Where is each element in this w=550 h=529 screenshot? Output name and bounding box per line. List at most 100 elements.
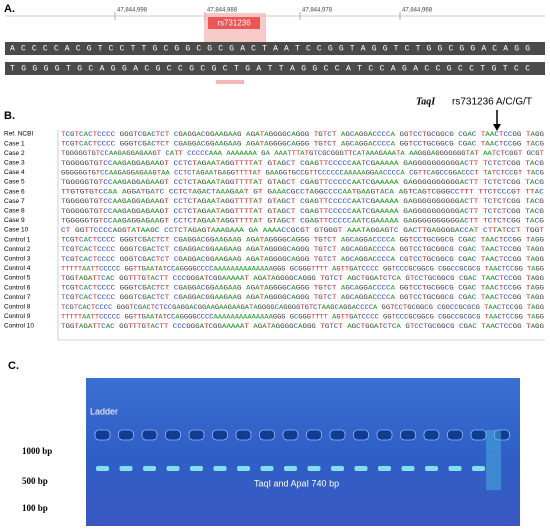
band — [143, 466, 156, 471]
well — [235, 429, 252, 441]
snp-marker — [216, 80, 244, 84]
row-name: Control 9 — [4, 313, 31, 320]
row-sequence: TGGTAGATTCAC GGTTTGTACTT CCCGGGATCGGAAAA… — [61, 323, 544, 330]
marker-label: 100 bp — [22, 503, 48, 513]
band — [378, 466, 391, 471]
row-name: Control 5 — [4, 275, 31, 282]
row-name: Control 3 — [4, 256, 31, 263]
row-name: Control 10 — [4, 323, 34, 330]
well — [447, 429, 463, 441]
well — [282, 429, 299, 441]
well — [470, 429, 487, 441]
row-sequence: TCGTCACTCCCC GGGTCGACTCT CGAGGACGGAAGAAG… — [61, 294, 544, 301]
lanes — [94, 429, 510, 490]
row-sequence: TGGGGGTGTCCAAGAGGAGAAGT CCTCTAGAATAGGTTT… — [61, 208, 544, 215]
row-sequence: TTTTTAATTCCCCC GGTTGAATATCCAGGGGCCCCAAAA… — [61, 313, 544, 320]
row-name: Case 8 — [4, 208, 25, 215]
coordinate-label: 47,844,978 — [302, 8, 333, 14]
row-name: Ref. NCBI — [4, 131, 33, 138]
row-name: Control 2 — [4, 246, 31, 253]
enzyme-label: TaqI — [416, 96, 436, 107]
row-name: Case 3 — [4, 160, 25, 167]
row-sequence: TTTTTAATTCCCCC GGTTGAATATCCAGGGGCCCCAAAA… — [61, 265, 544, 272]
row-sequence: TCGTCACTCCCC GGGTCGACTCTCCGAGGACGGAAGAAG… — [61, 304, 544, 311]
row-name: Case 10 — [4, 227, 29, 234]
row-sequence: TGGTAGATTCAC GGTTTGTACTT CCCGGGATCGGAAAA… — [61, 275, 544, 282]
row-name: Control 8 — [4, 304, 31, 311]
band — [260, 466, 274, 471]
marker-label: 500 bp — [22, 476, 48, 486]
band — [237, 466, 250, 471]
band — [472, 466, 485, 471]
panel-label: A. — [4, 3, 15, 15]
snp-label: rs731236 — [217, 19, 251, 28]
row-sequence: TCGTCACTCCCC GGGTCGACTCT CGAGGACGGAAGAAG… — [61, 246, 544, 253]
marker-label: 1000 bp — [22, 446, 52, 456]
coordinate-label: 47,844,968 — [402, 8, 433, 14]
row-sequence: TGGGGGTGTCCAAGAGGAGAAGT CATT CCCCCAAA AA… — [61, 150, 544, 157]
well — [118, 429, 134, 441]
band — [213, 466, 227, 471]
well — [259, 429, 275, 441]
seq-bar — [5, 42, 545, 55]
row-name: Case 9 — [4, 217, 25, 224]
well — [423, 429, 440, 441]
well — [376, 429, 393, 441]
row-sequence: TCGTCACTCCCC GGGTCGACTCT CGAGGACGGAAGAAG… — [61, 284, 544, 291]
row-sequence: TGGGGGTGTCCAAGAGGAGAAGT CCTCTAGAATAGGTTT… — [61, 217, 544, 224]
band — [190, 466, 203, 471]
band — [119, 466, 133, 471]
band — [307, 466, 321, 471]
row-sequence: TGGGGGTGTCCAAGAGGAGAAGT CCTCTAGAATAGGTTT… — [61, 179, 544, 186]
well — [141, 429, 158, 441]
arrow-head — [493, 124, 501, 131]
seq-bar — [5, 62, 545, 75]
row-name: Case 4 — [4, 169, 25, 176]
panel-label: B. — [4, 110, 15, 122]
band — [401, 466, 415, 471]
well — [165, 429, 181, 441]
panel-label: C. — [8, 360, 19, 372]
snp-label: rs731236 A/C/G/T — [452, 97, 532, 108]
well — [94, 429, 111, 441]
snp-box — [208, 17, 260, 29]
band — [331, 466, 344, 471]
row-name: Case 6 — [4, 188, 25, 195]
row-sequence: GGGGGGTGTCCAAGAGGAGAAGTAA CCTCTAGAATGAGG… — [61, 169, 544, 176]
row-name: Case 1 — [4, 140, 25, 147]
sequence-bottom: TGGGGTGCAGGACGCCGCGCTGATTAGGCCATCCAGACCG… — [10, 65, 530, 74]
row-name: Control 1 — [4, 236, 31, 243]
band — [425, 466, 438, 471]
gel — [86, 378, 520, 526]
band — [448, 466, 462, 471]
row-sequence: TCGTCACTCCCC GGGTCGACTCT CGAGGACGGAAGAAG… — [61, 140, 544, 147]
well — [329, 429, 346, 441]
row-name: Control 6 — [4, 284, 31, 291]
row-sequence: TCGTCACTCCCC GGGTCGACTCT CGAGGACGGAAGAAG… — [61, 131, 544, 138]
row-name: Case 2 — [4, 150, 25, 157]
ladder-band — [486, 430, 501, 490]
ladder-label: Ladder — [90, 406, 118, 416]
well — [212, 429, 228, 441]
well — [353, 429, 369, 441]
ruler-ticks: 47,844,998 47,844,988 47,844,978 47,844,968 — [114, 8, 433, 20]
band — [354, 466, 368, 471]
band — [284, 466, 297, 471]
band-label: TaqI and ApaI 740 bp — [254, 478, 339, 488]
row-sequence: CT GGTTCCCCAGGTATAAGC CCTCTAGAGTAAAGAAA … — [61, 227, 544, 234]
row-name: Control 4 — [4, 265, 31, 272]
coordinate-label: 47,844,998 — [117, 8, 148, 14]
well — [188, 429, 205, 441]
row-sequence: TGGGGGTGTCCAAGAGGAGAAGT CCTCTAGAATAGGTTT… — [61, 160, 544, 167]
band — [96, 466, 109, 471]
row-sequence: TGGGGGTGTCCAAGAGGAGAAGT CCTCTAGAATAGGTTT… — [61, 198, 544, 205]
coordinate-label: 47,844,988 — [207, 8, 238, 14]
alignment: Ref. NCBI TCGTCACTCCCC GGGTCGACTCT CGAGGA… — [4, 131, 544, 330]
row-name: Case 5 — [4, 179, 25, 186]
row-sequence: TCGTCACTCCCC GGGTCGACTCT CGAGGACGGAAGAAG… — [61, 256, 544, 263]
well — [400, 429, 416, 441]
row-name: Control 7 — [4, 294, 31, 301]
row-name: Case 7 — [4, 198, 25, 205]
band — [166, 466, 180, 471]
